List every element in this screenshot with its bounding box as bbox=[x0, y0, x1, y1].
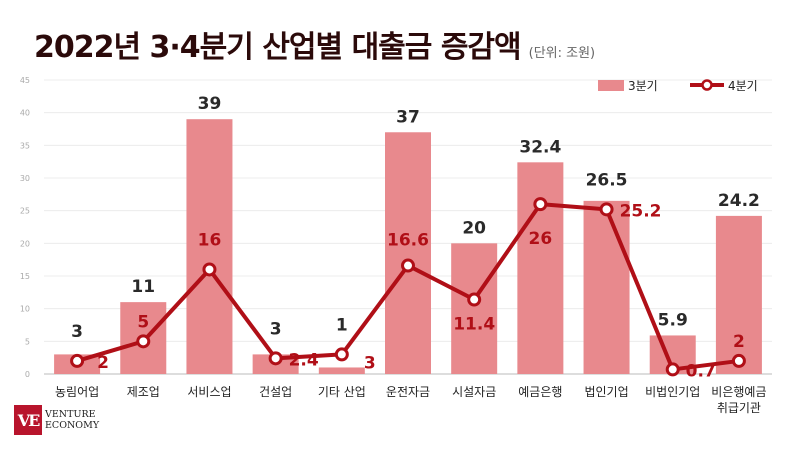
y-tick-label: 40 bbox=[20, 109, 30, 118]
bar-value-label: 5.9 bbox=[658, 310, 688, 330]
line-labels: 2 5 16 2.4 3 16.6 11.4 26 25.2 0.7 2 bbox=[97, 201, 745, 381]
y-tick-label: 15 bbox=[20, 272, 30, 281]
legend-swatch-bar bbox=[598, 80, 624, 91]
y-axis: 0 5 10 15 20 25 30 35 40 45 bbox=[20, 76, 30, 379]
bar-series-q3 bbox=[54, 119, 762, 374]
y-tick-label: 20 bbox=[20, 239, 30, 248]
y-tick-label: 25 bbox=[20, 207, 30, 216]
line-point bbox=[665, 362, 680, 377]
bar-value-label: 24.2 bbox=[718, 191, 760, 211]
bar bbox=[517, 162, 564, 374]
x-tick-label: 시설자금 bbox=[452, 385, 496, 399]
line-value-label: 3 bbox=[364, 353, 376, 373]
line-value-label: 25.2 bbox=[620, 201, 662, 221]
legend: 3분기 4분기 bbox=[598, 79, 758, 93]
bar bbox=[451, 243, 498, 374]
x-tick-label: 건설업 bbox=[259, 385, 292, 399]
x-tick-label: 취급기관 bbox=[717, 401, 761, 415]
line-point bbox=[467, 292, 482, 307]
bar-value-label: 11 bbox=[131, 277, 155, 297]
line-value-label: 2.4 bbox=[289, 350, 319, 370]
x-tick-label: 서비스업 bbox=[187, 385, 231, 399]
x-tick-label: 비은행예금 bbox=[711, 384, 766, 399]
line-series-q4 bbox=[70, 197, 746, 377]
legend-label-q4: 4분기 bbox=[728, 79, 758, 93]
y-tick-label: 35 bbox=[20, 141, 30, 150]
chart-title: 2022년 3·4분기 산업별 대출금 증감액 (단위: 조원) bbox=[34, 30, 596, 65]
x-tick-label: 제조업 bbox=[127, 385, 160, 399]
x-tick-label: 농림어업 bbox=[55, 385, 99, 399]
y-tick-label: 45 bbox=[20, 76, 30, 85]
line-value-label: 16.6 bbox=[387, 231, 429, 251]
bar-value-label: 39 bbox=[198, 94, 222, 114]
x-tick-label: 예금은행 bbox=[518, 384, 562, 399]
line-point bbox=[401, 258, 415, 273]
y-tick-label: 10 bbox=[20, 305, 30, 314]
line-point bbox=[202, 262, 217, 277]
bar bbox=[385, 132, 431, 374]
y-tick-label: 0 bbox=[25, 370, 30, 379]
x-tick-label: 비법인기업 bbox=[645, 385, 700, 399]
bar-labels: 3 11 39 3 1 37 20 32.4 26.5 5.9 24.2 bbox=[71, 94, 760, 342]
bar-value-label: 1 bbox=[336, 315, 348, 335]
x-axis: 농림어업 제조업 서비스업 건설업 기타 산업 운전자금 시설자금 예금은행 법인기업 비법인기업… bbox=[55, 384, 767, 415]
line-point bbox=[731, 353, 746, 368]
venture-economy-logo: VE VENTURE ECONOMY bbox=[14, 405, 99, 435]
bar-value-label: 20 bbox=[462, 218, 486, 238]
y-tick-label: 30 bbox=[20, 174, 30, 183]
line-value-label: 2 bbox=[733, 332, 745, 352]
bar-value-label: 32.4 bbox=[519, 137, 561, 157]
bar-value-label: 3 bbox=[71, 322, 83, 342]
y-tick-label: 5 bbox=[25, 337, 30, 346]
line-point bbox=[70, 353, 85, 368]
bar-value-label: 37 bbox=[396, 107, 420, 127]
line-value-label: 2 bbox=[97, 353, 109, 373]
logo-text: VENTURE ECONOMY bbox=[45, 409, 100, 431]
line-point bbox=[268, 351, 283, 366]
line-value-label: 26 bbox=[529, 229, 553, 249]
bar bbox=[318, 367, 365, 374]
legend-swatch-point bbox=[701, 79, 713, 91]
bar-value-label: 26.5 bbox=[586, 170, 628, 190]
bar bbox=[715, 215, 762, 374]
line-value-label: 16 bbox=[198, 230, 222, 250]
line-value-label: 0.7 bbox=[686, 361, 716, 381]
bar bbox=[583, 200, 630, 374]
line-point bbox=[136, 334, 151, 349]
line-point bbox=[334, 347, 349, 362]
logo-mark: VE bbox=[14, 405, 42, 435]
unit-label: (단위: 조원) bbox=[528, 46, 596, 61]
line-point bbox=[599, 202, 614, 217]
line-point bbox=[533, 197, 548, 212]
line-value-label: 11.4 bbox=[453, 315, 495, 335]
bar bbox=[186, 119, 233, 374]
x-tick-label: 기타 산업 bbox=[318, 385, 366, 399]
bar-value-label: 3 bbox=[270, 319, 282, 339]
line-value-label: 5 bbox=[137, 312, 149, 332]
legend-label-q3: 3분기 bbox=[628, 79, 658, 93]
x-tick-label: 법인기업 bbox=[584, 385, 628, 399]
x-tick-label: 운전자금 bbox=[386, 385, 430, 399]
